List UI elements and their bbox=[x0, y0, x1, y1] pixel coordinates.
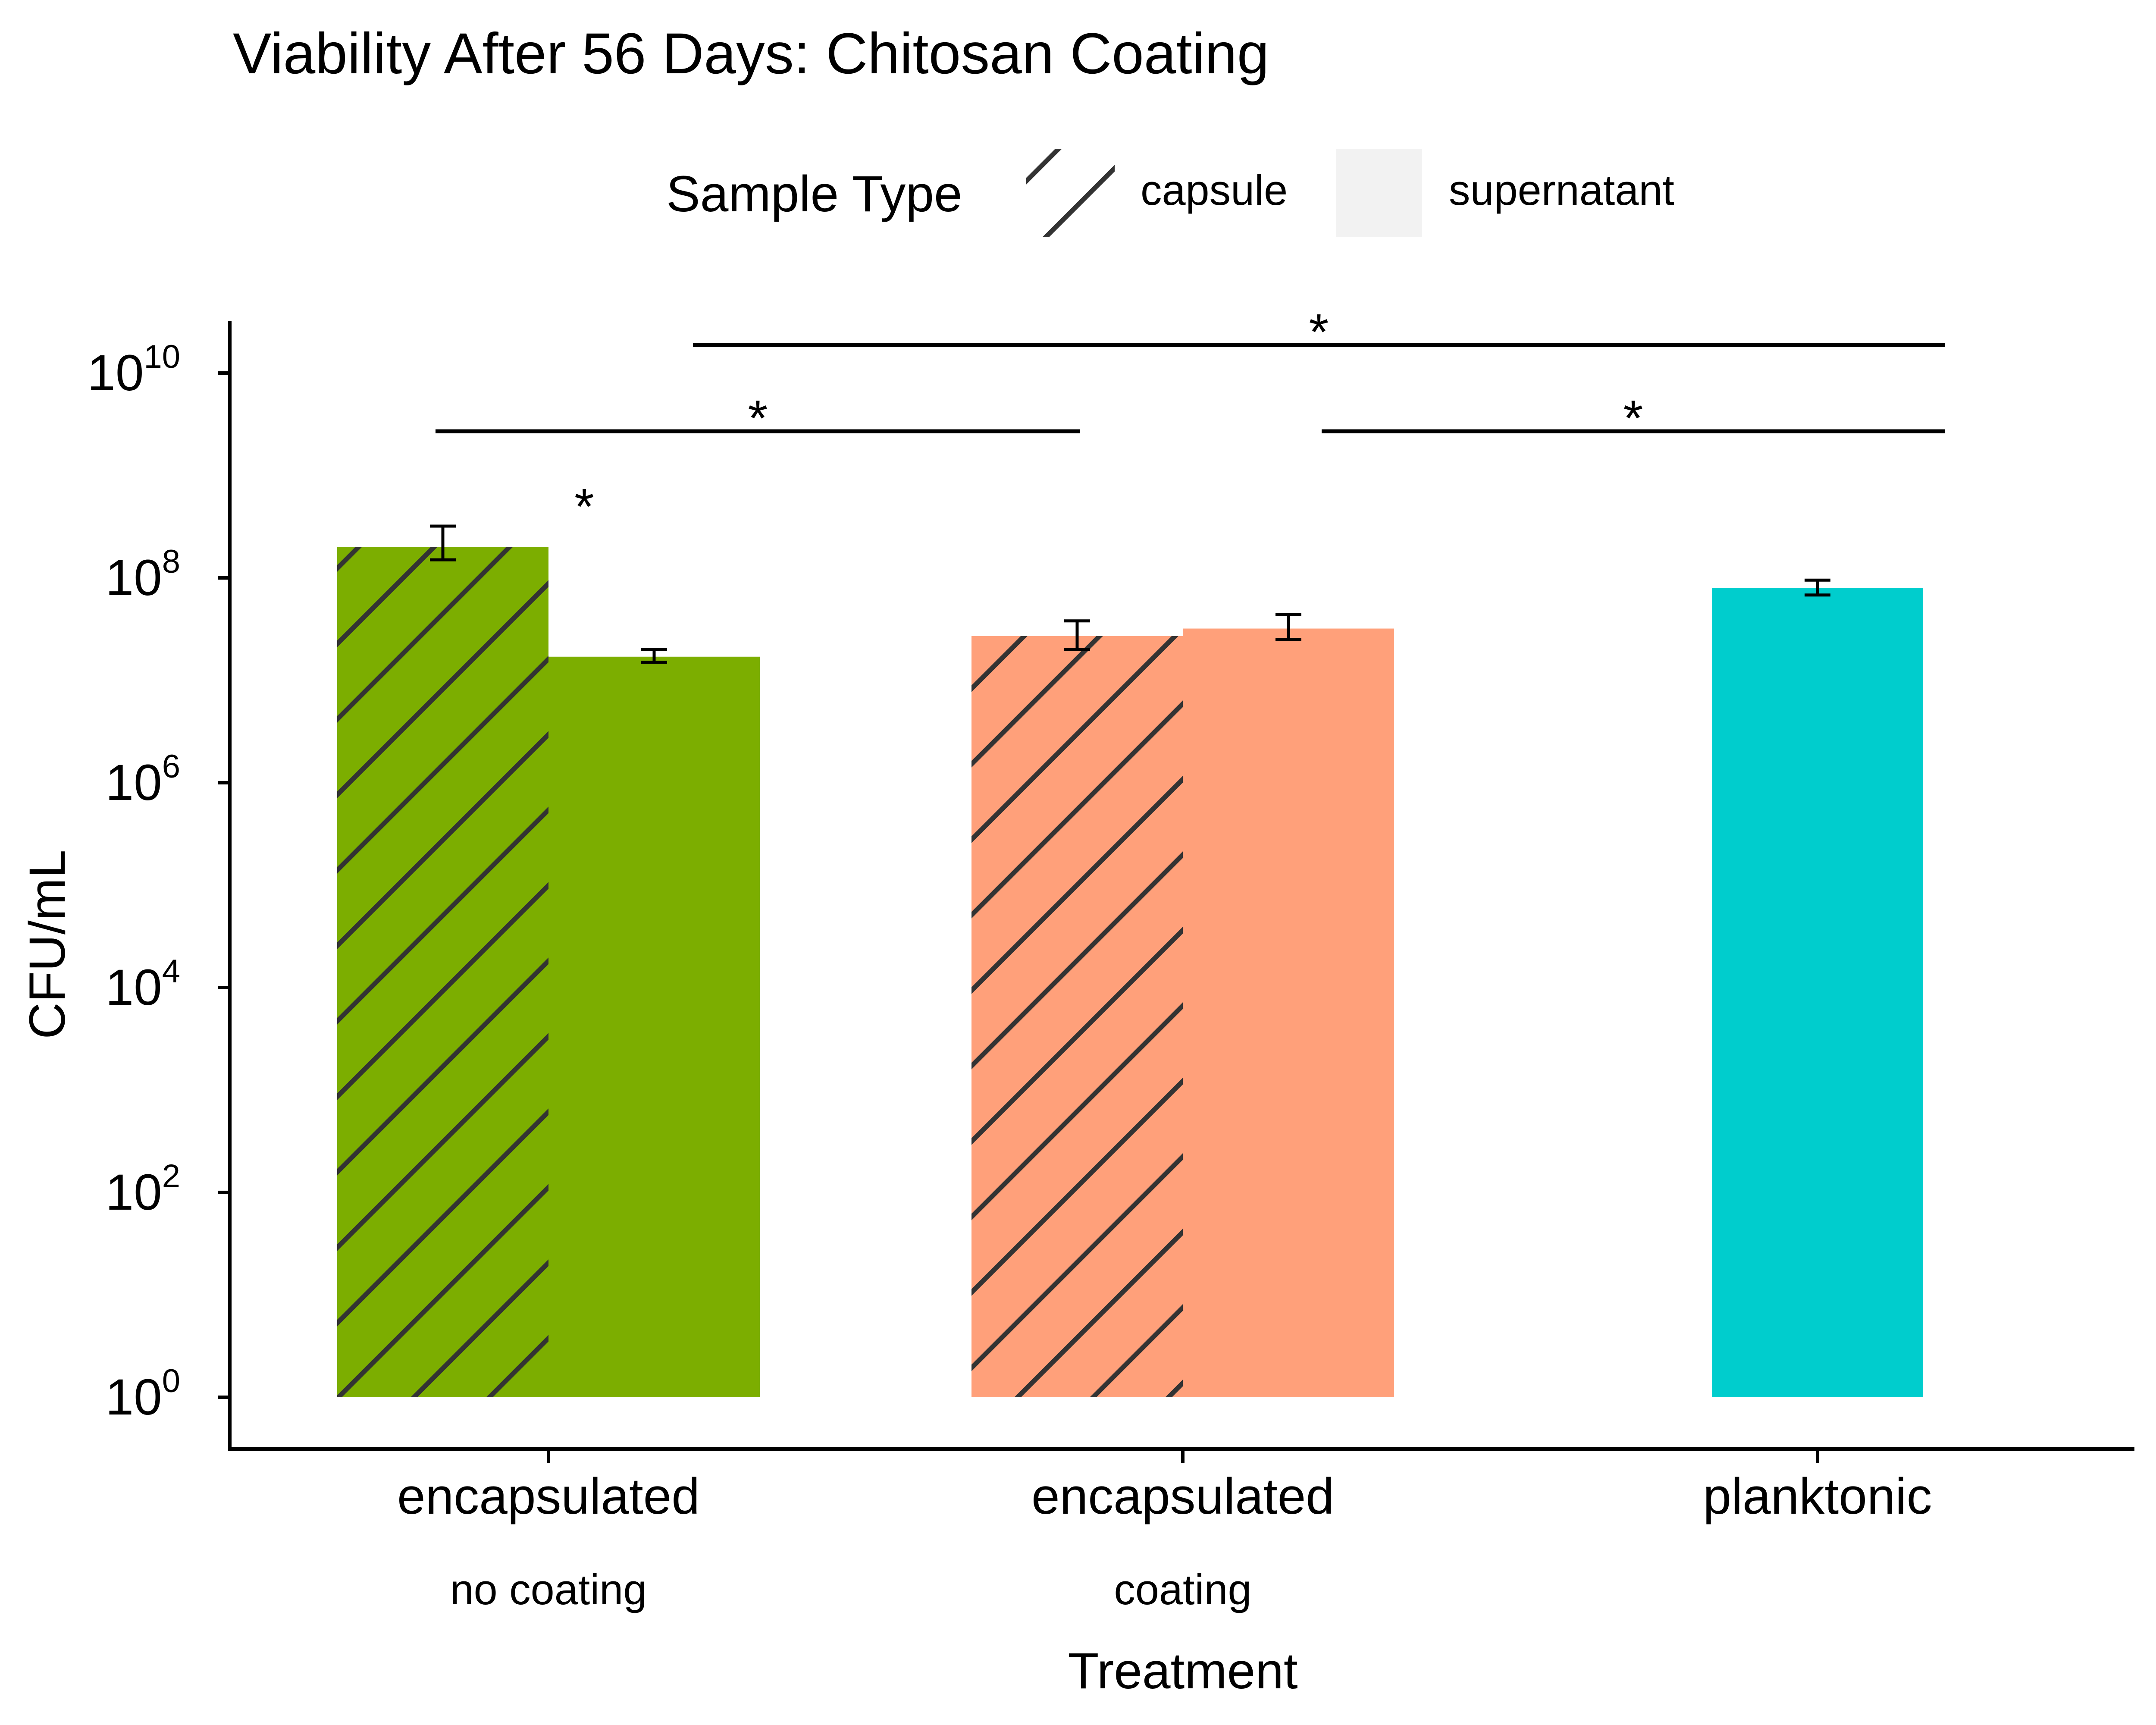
x-tick-label: planktonic bbox=[1703, 1468, 1932, 1525]
y-tick-label: 102 bbox=[105, 1158, 180, 1221]
legend-title: Sample Type bbox=[666, 166, 962, 223]
bar-hatch bbox=[337, 547, 548, 1397]
x-tick-label: encapsulated bbox=[397, 1468, 700, 1525]
significance-star: * bbox=[1623, 390, 1643, 447]
legend: Sample Type capsule supernatant bbox=[666, 149, 1674, 237]
error-bars bbox=[430, 524, 1830, 664]
y-tick-label: 106 bbox=[105, 748, 180, 811]
y-tick-label: 108 bbox=[105, 543, 180, 606]
bar-supernatant bbox=[1712, 588, 1923, 1397]
x-axis-title: Treatment bbox=[1068, 1643, 1297, 1700]
legend-label-capsule: capsule bbox=[1141, 166, 1288, 214]
y-axis: 100 102 104 106 108 1010 bbox=[87, 321, 232, 1449]
legend-label-supernatant: supernatant bbox=[1449, 166, 1674, 214]
x-sub-label: no coating bbox=[450, 1565, 647, 1613]
significance-star: * bbox=[574, 478, 594, 535]
x-tick-label: encapsulated bbox=[1031, 1468, 1334, 1525]
x-axis: encapsulated no coating encapsulated coatin… bbox=[228, 1447, 2134, 1613]
x-sub-label: coating bbox=[1114, 1565, 1251, 1613]
y-tick-label: 100 bbox=[105, 1363, 180, 1426]
legend-key-supernatant bbox=[1336, 149, 1422, 237]
significance-annotations: * * * * bbox=[436, 304, 1945, 535]
bar-supernatant bbox=[548, 656, 760, 1397]
bar-supernatant bbox=[1183, 628, 1394, 1397]
chart-title: Viability After 56 Days: Chitosan Coatin… bbox=[233, 22, 1269, 86]
significance-star: * bbox=[1309, 304, 1329, 361]
bars bbox=[337, 547, 1923, 1397]
y-axis-title: CFU/mL bbox=[19, 850, 76, 1039]
y-tick-label: 1010 bbox=[87, 339, 180, 401]
significance-star: * bbox=[748, 390, 768, 447]
bar-hatch bbox=[971, 636, 1183, 1397]
y-tick-label: 104 bbox=[105, 953, 180, 1016]
legend-key-capsule-hatch bbox=[1026, 149, 1115, 237]
